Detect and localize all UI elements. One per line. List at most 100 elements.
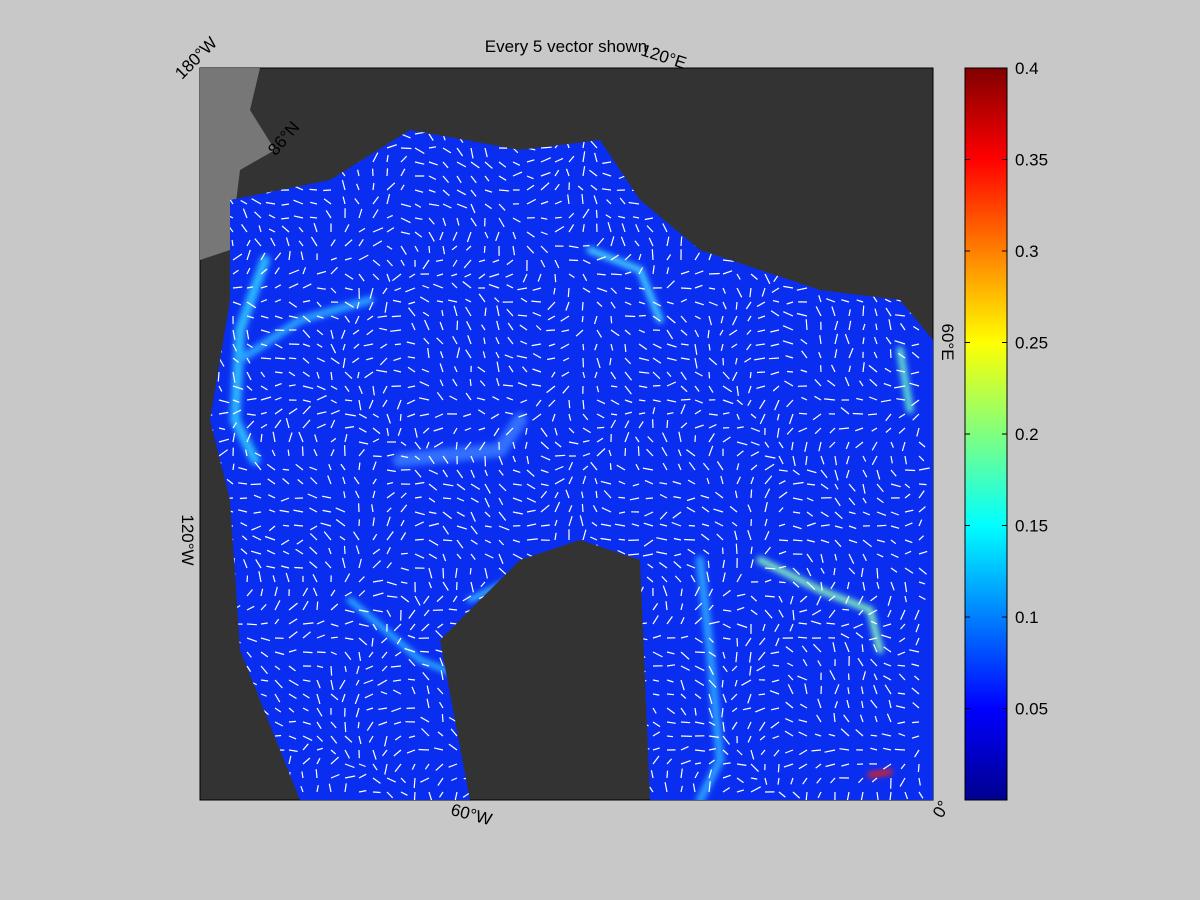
vector-arrow <box>484 147 488 158</box>
vector-arrow <box>437 623 444 629</box>
vector-arrow <box>232 409 242 415</box>
vector-arrow <box>722 609 732 612</box>
vector-arrow <box>246 413 256 416</box>
vector-arrow <box>885 413 892 422</box>
vector-arrow <box>736 426 744 429</box>
vector-arrow <box>232 385 244 390</box>
vector-arrow <box>890 469 897 477</box>
vector-arrow <box>876 791 879 800</box>
vector-arrow <box>918 777 921 786</box>
vector-arrow <box>618 511 626 514</box>
vector-arrow <box>750 441 760 446</box>
vector-arrow <box>680 707 687 716</box>
vector-arrow <box>868 609 878 616</box>
vector-arrow <box>512 217 521 223</box>
vector-arrow <box>274 396 282 401</box>
vector-arrow <box>288 618 298 625</box>
vector-arrow <box>232 432 236 443</box>
vector-arrow <box>382 287 388 295</box>
vector-arrow <box>316 301 322 308</box>
vector-arrow <box>911 735 920 739</box>
vector-arrow <box>694 357 698 369</box>
vector-arrow <box>378 707 388 710</box>
vector-arrow <box>666 399 677 403</box>
vector-arrow <box>918 791 924 799</box>
vector-arrow <box>353 343 360 349</box>
vector-arrow <box>484 497 490 508</box>
vector-arrow <box>414 203 422 208</box>
vector-arrow <box>694 409 702 415</box>
vector-arrow <box>694 385 700 392</box>
colorbar-tick-label: 0.1 <box>1015 608 1039 627</box>
vector-arrow <box>354 198 360 205</box>
vector-arrow <box>844 376 850 387</box>
vector-arrow <box>820 469 828 479</box>
vector-arrow <box>266 463 276 471</box>
vector-arrow <box>357 721 360 729</box>
vector-arrow <box>512 539 521 543</box>
vector-arrow <box>453 366 458 373</box>
vector-arrow <box>875 323 878 331</box>
vector-arrow <box>392 273 402 282</box>
vector-arrow <box>433 427 444 432</box>
vector-arrow <box>652 693 660 696</box>
vector-arrow <box>659 511 668 520</box>
vector-arrow <box>484 469 488 477</box>
vector-arrow <box>745 301 752 310</box>
vector-arrow <box>394 763 402 773</box>
vector-arrow <box>393 749 402 757</box>
vector-arrow <box>358 441 369 445</box>
vector-arrow <box>870 658 878 667</box>
vector-arrow <box>407 385 416 389</box>
vector-arrow <box>560 343 570 350</box>
vector-arrow <box>271 449 276 457</box>
vector-arrow <box>680 616 685 625</box>
vector-arrow <box>407 634 416 639</box>
vector-arrow <box>400 259 405 267</box>
vector-arrow <box>638 287 646 290</box>
vector-arrow <box>414 521 424 527</box>
vector-arrow <box>302 267 307 275</box>
vector-arrow <box>302 735 313 741</box>
vector-arrow <box>596 301 603 308</box>
vector-arrow <box>358 273 365 282</box>
vector-arrow <box>341 557 346 569</box>
vector-arrow <box>792 539 803 542</box>
vector-arrow <box>694 252 701 261</box>
vector-arrow <box>777 763 780 773</box>
vector-arrow <box>274 721 284 727</box>
vector-arrow <box>887 595 892 606</box>
vector-arrow <box>498 525 510 531</box>
vector-arrow <box>484 231 489 239</box>
vector-arrow <box>377 679 388 686</box>
vector-arrow <box>673 560 682 569</box>
vector-arrow <box>708 604 714 611</box>
vector-arrow <box>494 297 500 303</box>
vector-arrow <box>309 561 318 569</box>
vector-arrow <box>750 546 753 555</box>
vector-arrow <box>731 707 738 713</box>
vector-arrow <box>354 315 360 325</box>
vector-arrow <box>358 590 366 597</box>
vector-arrow <box>812 643 822 653</box>
vector-arrow <box>478 259 486 263</box>
vector-arrow <box>465 392 472 401</box>
vector-arrow <box>288 384 296 387</box>
vector-arrow <box>274 383 282 387</box>
vector-arrow <box>266 549 276 555</box>
vector-arrow <box>368 399 374 409</box>
vector-arrow <box>867 413 878 416</box>
vector-arrow <box>594 343 598 351</box>
vector-arrow <box>280 539 290 546</box>
vector-arrow <box>218 449 229 457</box>
vector-arrow <box>818 441 822 452</box>
vector-arrow <box>734 530 738 541</box>
vector-arrow <box>764 579 772 583</box>
vector-arrow <box>848 525 857 530</box>
vector-arrow <box>240 199 248 205</box>
vector-arrow <box>540 469 549 474</box>
vector-arrow <box>309 507 318 513</box>
vector-arrow <box>381 651 388 659</box>
vector-arrow <box>768 357 780 360</box>
vector-arrow <box>316 315 324 319</box>
